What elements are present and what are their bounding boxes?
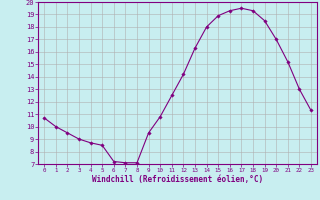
X-axis label: Windchill (Refroidissement éolien,°C): Windchill (Refroidissement éolien,°C) — [92, 175, 263, 184]
